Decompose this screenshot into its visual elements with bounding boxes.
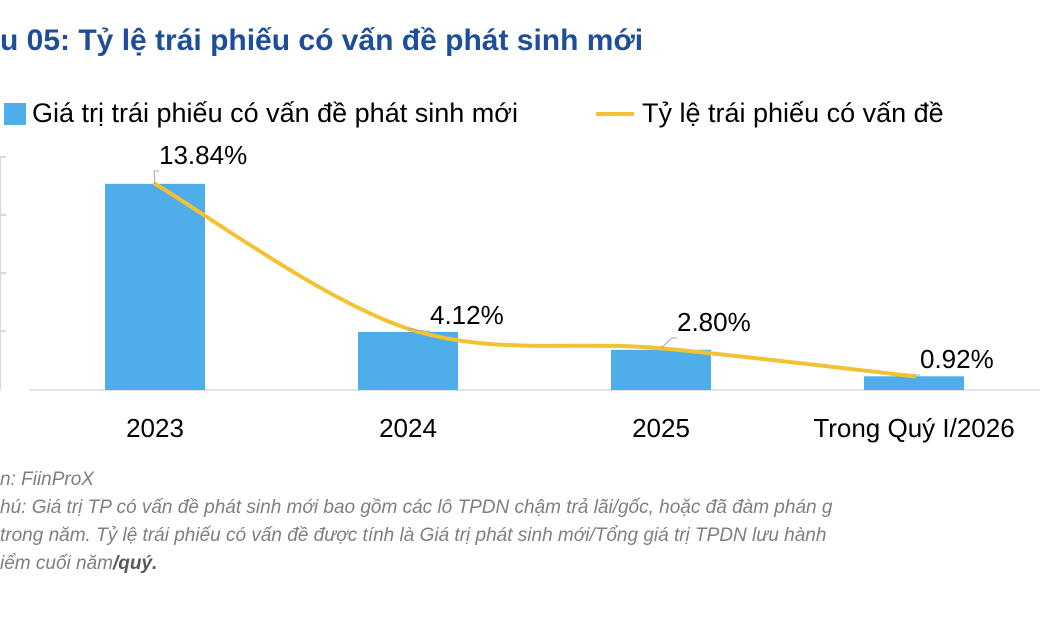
bar-2025 [611,349,711,390]
x-tick-label-3: Trong Quý I/2026 [813,413,1014,443]
bar-trong-qu-i-2026 [864,376,964,390]
bar-2024 [358,331,458,390]
legend-item-line: Tỷ lệ trái phiếu có vấn đề [596,98,944,129]
data-label-3: 0.92% [920,344,994,374]
footer-source: n: FiinProX [0,469,94,490]
chart-title: u 05: Tỷ lệ trái phiếu có vấn đề phát si… [0,24,644,57]
legend-label-bar: Giá trị trái phiếu có vấn đề phát sinh m… [32,98,518,128]
data-label-0: 13.84% [159,140,247,170]
legend-item-bar: Giá trị trái phiếu có vấn đề phát sinh m… [4,98,518,129]
footer-note-line-3-text: iểm cuối năm [0,553,113,574]
x-tick-label-1: 2024 [379,413,437,443]
bar-2023 [105,183,205,390]
footer-note-line-3-emphasis: /quý. [113,553,158,574]
chart-plot: 2023 2024 2025 Trong Quý I/2026 13.84% 4.12% 2… [0,140,1040,443]
data-label-2: 2.80% [677,307,751,337]
x-tick-label-2: 2025 [632,413,690,443]
x-tick-label-0: 2023 [126,413,184,443]
footer-note-line-3: iểm cuối năm/quý. [0,553,1050,575]
leader-line-0 [153,170,159,184]
leader-line-3 [913,374,920,377]
line-series-ty-le [153,181,916,379]
legend-label-line: Tỷ lệ trái phiếu có vấn đề [642,98,944,128]
leader-line-2 [660,337,677,349]
legend-swatch-line [596,111,634,116]
data-label-1: 4.12% [430,300,504,330]
footer-note-line-1: hú: Giá trị TP có vấn đề phát sinh mới b… [0,497,833,518]
leader-line-1 [407,328,430,332]
legend-swatch-bar [4,102,26,125]
chart-legend: Giá trị trái phiếu có vấn đề phát sinh m… [0,98,1050,134]
footer-note-line-2: trong năm. Tỷ lệ trái phiếu có vấn đề đư… [0,525,827,546]
